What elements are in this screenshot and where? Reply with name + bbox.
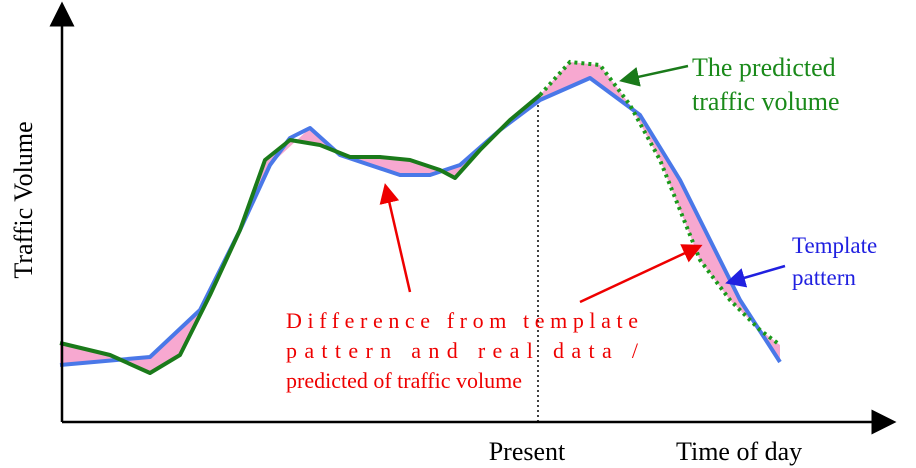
template-arrow (725, 264, 786, 288)
x-axis-label: Time of day (676, 437, 802, 466)
difference-arrow (579, 244, 703, 304)
present-label: Present (489, 437, 566, 466)
y-axis-label: Traffic Volume (9, 121, 38, 278)
predicted-label: The predicted (692, 53, 836, 82)
predicted-curve (538, 59, 782, 347)
predicted-label: traffic volume (692, 87, 840, 116)
difference-label: Difference from template (286, 308, 638, 333)
predicted-arrow (619, 64, 689, 87)
template-label: Template (792, 233, 877, 258)
template-label: pattern (792, 265, 856, 290)
difference-label: pattern and real data / (286, 338, 639, 363)
real-curve (59, 93, 542, 375)
difference-arrow (379, 183, 412, 293)
difference-label: predicted of traffic volume (286, 368, 522, 393)
